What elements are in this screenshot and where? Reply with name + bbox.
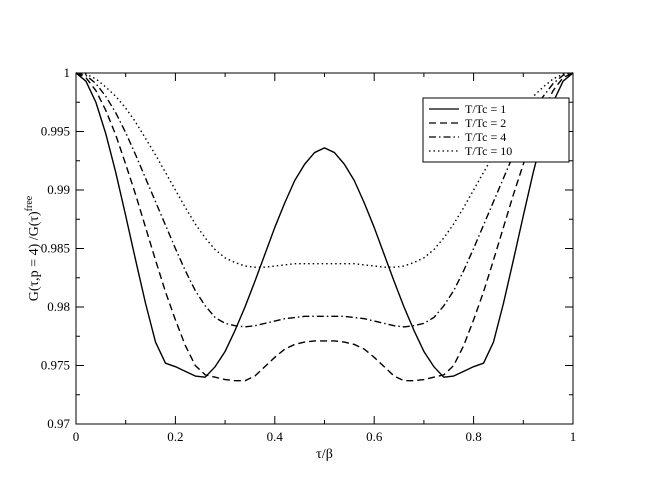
legend-label-t-tc-1: T/Tc = 1 [465,102,506,116]
y-axis-label-superscript: free [24,195,35,211]
series-line-t-tc-4 [75,72,574,328]
y-tick-label: 0.995 [41,124,70,139]
series-line-t-tc-2 [75,72,574,382]
x-tick-label: 1 [570,429,577,444]
axis-ticks: 0 0.2 0.4 0.6 0.8 1 0.97 0.975 0.98 0.985 0.99 0.99… [41,65,577,444]
y-tick-label: 0.975 [41,358,70,373]
x-axis-label: τ/β [316,447,333,462]
x-tick-label: 0.8 [465,429,481,444]
legend-label-t-tc-4: T/Tc = 4 [465,130,506,144]
y-tick-label: 0.99 [47,182,70,197]
x-tick-label: 0 [73,429,80,444]
legend-label-t-tc-2: T/Tc = 2 [465,116,506,130]
x-tick-label: 0.4 [267,429,284,444]
y-tick-label: 0.985 [41,241,70,256]
y-tick-label: 0.98 [47,299,70,314]
y-axis-label: G(τ,p = 4) /G(τ)free [24,195,42,301]
x-tick-label: 0.2 [167,429,183,444]
y-tick-label: 0.97 [47,416,70,431]
y-tick-label: 1 [64,65,71,80]
series-line-t-tc-1 [75,72,574,378]
y-axis-label-main: G(τ,p = 4) /G(τ) [27,211,42,301]
legend: T/Tc = 1T/Tc = 2T/Tc = 4T/Tc = 10 [422,97,570,163]
series-lines [75,72,574,382]
x-tick-label: 0.6 [366,429,383,444]
legend-label-t-tc-10: T/Tc = 10 [465,144,512,158]
